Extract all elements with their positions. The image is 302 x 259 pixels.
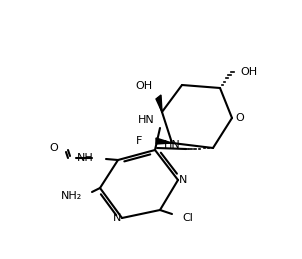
Text: HN: HN bbox=[164, 140, 180, 150]
Text: OH: OH bbox=[135, 81, 152, 91]
Text: HN: HN bbox=[138, 115, 154, 125]
Text: NH: NH bbox=[77, 153, 94, 163]
Text: F: F bbox=[136, 136, 142, 146]
Text: OH: OH bbox=[240, 67, 257, 77]
Text: O: O bbox=[236, 113, 244, 123]
Text: N: N bbox=[113, 213, 121, 223]
Text: O: O bbox=[50, 143, 58, 153]
Text: N: N bbox=[179, 175, 187, 185]
Text: Cl: Cl bbox=[182, 213, 193, 223]
Polygon shape bbox=[156, 138, 172, 144]
Text: NH₂: NH₂ bbox=[61, 191, 82, 201]
Polygon shape bbox=[156, 95, 162, 112]
